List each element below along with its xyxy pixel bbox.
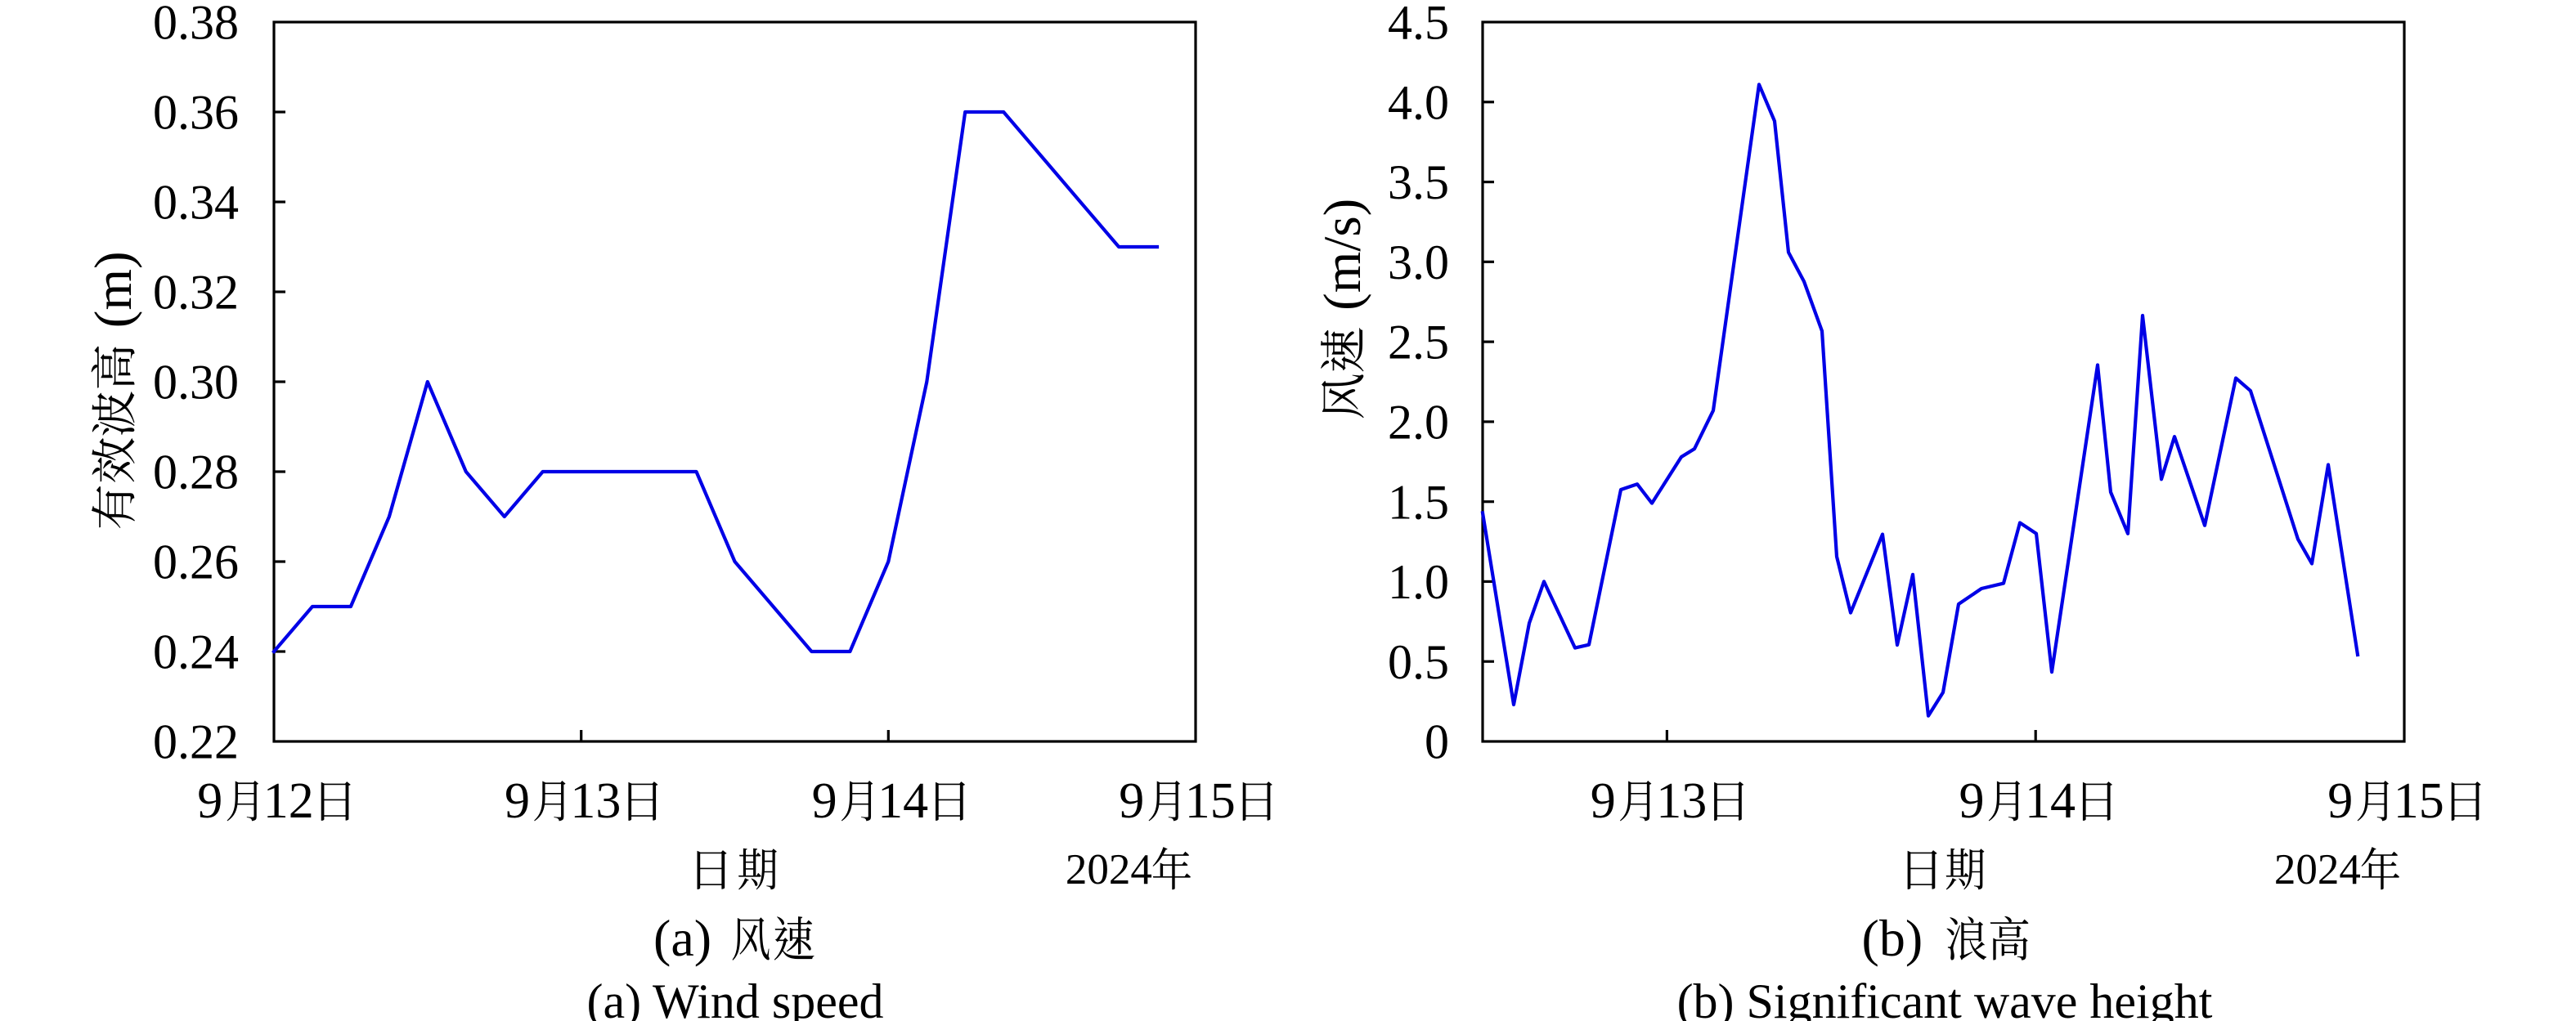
svg-text:9: 9	[2327, 773, 2353, 829]
svg-text:0.30: 0.30	[153, 356, 239, 410]
svg-text:2.0: 2.0	[1388, 396, 1449, 450]
svg-text:3.5: 3.5	[1388, 155, 1449, 209]
svg-text:9: 9	[812, 773, 837, 829]
svg-text:0.26: 0.26	[153, 535, 239, 589]
svg-text:(a) Wind speed: (a) Wind speed	[586, 974, 883, 1021]
svg-text:(m/s): (m/s)	[1313, 199, 1372, 311]
svg-text:3.0: 3.0	[1388, 235, 1449, 289]
svg-text:(a): (a)	[653, 909, 711, 967]
svg-text:0.34: 0.34	[153, 176, 239, 230]
svg-text:0.32: 0.32	[153, 266, 239, 320]
svg-text:13: 13	[1656, 773, 1707, 829]
svg-text:9: 9	[1591, 773, 1616, 829]
svg-text:0.22: 0.22	[153, 715, 239, 769]
svg-text:2.5: 2.5	[1388, 316, 1449, 369]
svg-text:(b) Significant wave height: (b) Significant wave height	[1677, 974, 2213, 1021]
svg-text:0.24: 0.24	[153, 625, 239, 679]
svg-text:1.0: 1.0	[1388, 555, 1449, 609]
svg-text:(b): (b)	[1862, 909, 1923, 967]
svg-text:12: 12	[263, 773, 314, 829]
svg-text:0.5: 0.5	[1388, 635, 1449, 689]
svg-text:4.5: 4.5	[1388, 0, 1449, 50]
svg-text:1.5: 1.5	[1388, 475, 1449, 529]
svg-text:0: 0	[1425, 715, 1449, 769]
svg-text:14: 14	[2025, 773, 2076, 829]
svg-text:2024: 2024	[2274, 846, 2361, 893]
svg-text:13: 13	[570, 773, 621, 829]
svg-text:15: 15	[1185, 773, 1236, 829]
svg-text:15: 15	[2394, 773, 2444, 829]
svg-text:0.38: 0.38	[153, 0, 239, 50]
svg-text:0.28: 0.28	[153, 446, 239, 499]
svg-text:2024: 2024	[1066, 846, 1152, 893]
svg-text:0.36: 0.36	[153, 86, 239, 140]
svg-text:(m): (m)	[84, 251, 143, 328]
svg-text:9: 9	[1959, 773, 1985, 829]
svg-text:4.0: 4.0	[1388, 75, 1449, 129]
svg-text:9: 9	[197, 773, 222, 829]
svg-text:9: 9	[1119, 773, 1144, 829]
svg-text:14: 14	[877, 773, 928, 829]
svg-text:9: 9	[505, 773, 530, 829]
